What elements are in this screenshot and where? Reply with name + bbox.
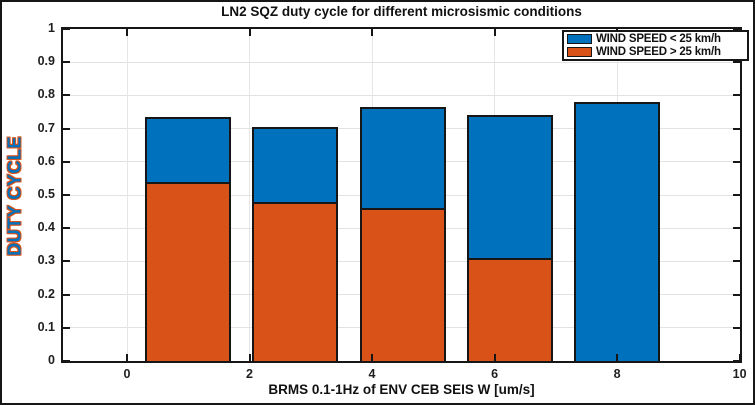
gridline-vertical [126, 29, 128, 361]
legend-color-swatch [567, 34, 592, 45]
gridline-horizontal [63, 61, 740, 63]
y-tick-mark [63, 360, 70, 362]
legend-color-swatch [567, 46, 592, 57]
x-tick-mark [493, 29, 496, 36]
chart-title: LN2 SQZ duty cycle for different microsi… [221, 4, 582, 19]
legend: WIND SPEED < 25 km/h WIND SPEED > 25 km/h [562, 30, 749, 61]
y-tick-mark [733, 360, 740, 362]
y-tick-mark [63, 194, 70, 196]
bar-wind-below-25 [466, 115, 553, 363]
y-tick-label: 0.8 [37, 87, 55, 102]
x-tick-label: 6 [491, 367, 499, 381]
x-axis-label: BRMS 0.1-1Hz of ENV CEB SEIS W [um/s] [268, 382, 535, 397]
y-tick-mark [63, 227, 70, 230]
x-tick-mark [493, 354, 496, 361]
y-tick-label: 0.4 [37, 220, 55, 235]
x-tick-mark [126, 29, 128, 36]
y-tick-mark [733, 61, 740, 64]
y-tick-label: 0.7 [37, 120, 55, 135]
bar-wind-below-25 [252, 126, 339, 363]
legend-entry-label: WIND SPEED < 25 km/h [596, 33, 721, 46]
y-tick-mark [733, 127, 740, 130]
x-tick-mark [248, 354, 251, 361]
bar-wind-above-25 [359, 208, 446, 363]
bar-wind-below-25 [359, 107, 446, 363]
x-tick-mark [371, 354, 374, 361]
bar-wind-above-25 [252, 201, 339, 363]
bar-wind-below-25 [574, 102, 661, 363]
x-tick-label: 2 [246, 367, 253, 381]
y-tick-mark [733, 28, 740, 30]
bar-wind-below-25 [145, 116, 232, 363]
y-tick-mark [63, 160, 70, 163]
y-tick-mark [63, 326, 70, 329]
x-tick-label: 8 [613, 367, 621, 381]
gridline-horizontal [63, 94, 740, 96]
y-tick-mark [733, 160, 740, 163]
y-tick-mark [63, 127, 70, 130]
y-tick-mark [733, 227, 740, 230]
bar-wind-above-25 [145, 181, 232, 363]
y-tick-mark [733, 326, 740, 329]
y-tick-label: 0.1 [37, 319, 55, 334]
legend-entry: WIND SPEED > 25 km/h [567, 46, 744, 59]
x-tick-label: 10 [732, 367, 747, 381]
x-tick-mark [126, 354, 128, 361]
y-tick-mark [63, 293, 70, 296]
legend-entry-label: WIND SPEED > 25 km/h [596, 45, 721, 58]
plot-area [61, 27, 742, 363]
y-tick-label: 0.9 [37, 54, 55, 69]
y-tick-label: 0.5 [37, 187, 55, 201]
y-tick-label: 1 [48, 21, 55, 35]
legend-entry: WIND SPEED < 25 km/h [567, 33, 744, 46]
y-tick-mark [63, 260, 70, 263]
y-tick-mark [63, 94, 70, 97]
y-tick-label: 0.2 [37, 286, 55, 301]
y-tick-mark [733, 293, 740, 296]
gridline-vertical [249, 29, 251, 361]
x-tick-label: 0 [123, 367, 131, 381]
x-tick-label: 4 [368, 367, 376, 381]
y-tick-mark [63, 28, 70, 30]
x-tick-mark [248, 29, 251, 36]
x-tick-mark [371, 29, 374, 36]
x-tick-mark [616, 354, 619, 361]
y-tick-mark [733, 194, 740, 196]
y-tick-mark [733, 94, 740, 97]
x-tick-mark [738, 354, 741, 361]
y-tick-label: 0 [48, 353, 55, 367]
y-tick-label: 0.6 [37, 153, 55, 168]
y-tick-mark [733, 260, 740, 263]
bar-wind-above-25 [466, 258, 553, 363]
y-tick-label: 0.3 [37, 253, 55, 268]
y-tick-mark [63, 61, 70, 64]
